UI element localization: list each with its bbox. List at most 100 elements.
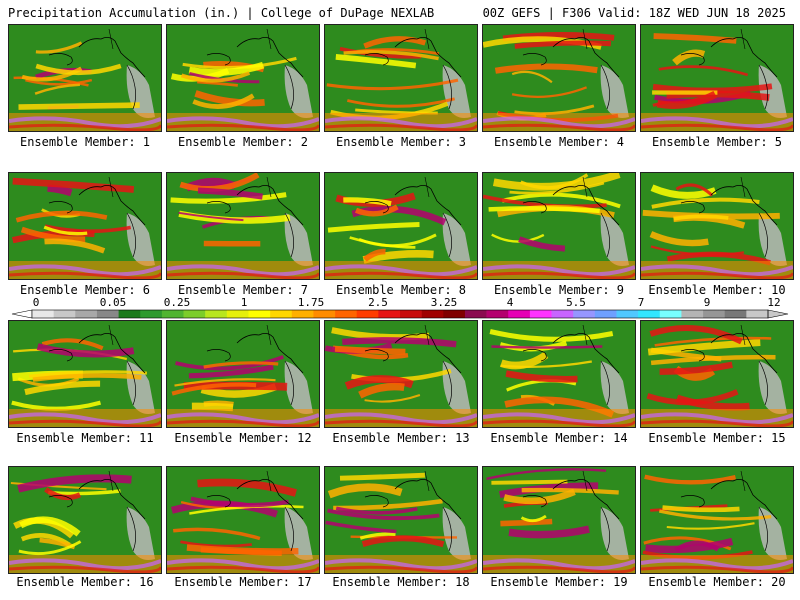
precip-map: [483, 321, 635, 427]
colorbar-tick-label: 7: [638, 296, 645, 309]
colorbar-swatch: [443, 310, 466, 318]
precip-map: [325, 25, 477, 131]
color-scale-legend: 0 0.05 0.25 1 1.75 2.5 3.25 4 5.5 7 9 12: [11, 296, 789, 319]
precip-map: [325, 173, 477, 279]
colorbar-swatch: [205, 310, 228, 318]
ensemble-member-label: Ensemble Member: 8: [335, 283, 467, 297]
precip-map: [641, 321, 793, 427]
precip-map: [325, 467, 477, 573]
colorbar-tick-label: 2.5: [368, 296, 388, 309]
ensemble-map-panel: [482, 172, 636, 280]
colorbar-swatch: [529, 310, 552, 318]
precip-map: [167, 321, 319, 427]
precip-map: [167, 25, 319, 131]
ensemble-member-label: Ensemble Member: 9: [493, 283, 625, 297]
colorbar-swatch: [53, 310, 76, 318]
ensemble-map-panel: [482, 320, 636, 428]
ensemble-member-label: Ensemble Member: 12: [174, 431, 312, 445]
ensemble-member-label: Ensemble Member: 14: [490, 431, 628, 445]
ensemble-member-label: Ensemble Member: 1: [19, 135, 151, 149]
colorbar-tick-label: 0.25: [164, 296, 191, 309]
ensemble-map-panel: [8, 466, 162, 574]
ensemble-member-label: Ensemble Member: 11: [16, 431, 154, 445]
colorbar-swatch: [551, 310, 574, 318]
ensemble-map-panel: [166, 24, 320, 132]
colorbar-swatch: [118, 310, 141, 318]
page-title: Precipitation Accumulation (in.) | Colle…: [8, 6, 435, 20]
ensemble-map-panel: [324, 466, 478, 574]
ensemble-member-label: Ensemble Member: 16: [16, 575, 154, 589]
ensemble-map-panel: [166, 466, 320, 574]
ensemble-member-label: Ensemble Member: 5: [651, 135, 783, 149]
ensemble-map-panel: [324, 172, 478, 280]
colorbar-swatch: [161, 310, 184, 318]
precip-map: [9, 321, 161, 427]
colorbar-swatch: [508, 310, 531, 318]
colorbar-swatch: [226, 310, 249, 318]
colorbar-swatch: [594, 310, 617, 318]
precip-map: [641, 25, 793, 131]
colorbar-swatch: [335, 310, 358, 318]
ensemble-map-panel: [640, 466, 794, 574]
colorbar-tick-label: 9: [704, 296, 711, 309]
precip-map: [325, 321, 477, 427]
colorbar-swatch: [421, 310, 444, 318]
colorbar-tick-label: 1: [241, 296, 248, 309]
precip-map: [641, 173, 793, 279]
colorbar-swatch: [616, 310, 639, 318]
colorbar-swatch: [681, 310, 704, 318]
colorbar-swatch: [75, 310, 98, 318]
precip-map: [167, 467, 319, 573]
ensemble-map-panel: [482, 466, 636, 574]
colorbar-tick-label: 1.75: [298, 296, 325, 309]
colorbar-swatch: [400, 310, 422, 318]
ensemble-map-panel: [166, 320, 320, 428]
colorbar-tick-label: 4: [507, 296, 514, 309]
colorbar-tick-label: 0: [33, 296, 40, 309]
model-run-info: 00Z GEFS | F306 Valid: 18Z WED JUN 18 20…: [482, 6, 786, 20]
ensemble-map-panel: [324, 320, 478, 428]
precip-map: [9, 467, 161, 573]
ensemble-member-label: Ensemble Member: 18: [332, 575, 470, 589]
ensemble-member-label: Ensemble Member: 10: [648, 283, 786, 297]
precip-map: [9, 173, 161, 279]
colorbar-max-arrow: [767, 309, 789, 319]
ensemble-map-panel: [8, 24, 162, 132]
colorbar-tick-label: 0.05: [100, 296, 127, 309]
ensemble-member-label: Ensemble Member: 6: [19, 283, 151, 297]
colorbar-swatch: [356, 310, 379, 318]
colorbar-swatch: [313, 310, 336, 318]
colorbar-swatch: [573, 310, 596, 318]
precip-map: [641, 467, 793, 573]
ensemble-member-label: Ensemble Member: 15: [648, 431, 786, 445]
colorbar-swatch: [291, 310, 314, 318]
ensemble-member-label: Ensemble Member: 4: [493, 135, 625, 149]
colorbar-swatch: [486, 310, 509, 318]
precip-map: [167, 173, 319, 279]
colorbar-swatch: [183, 310, 206, 318]
colorbar-swatch: [270, 310, 293, 318]
ensemble-member-label: Ensemble Member: 7: [177, 283, 309, 297]
colorbar-swatch: [378, 310, 401, 318]
ensemble-member-label: Ensemble Member: 20: [648, 575, 786, 589]
ensemble-member-label: Ensemble Member: 3: [335, 135, 467, 149]
colorbar-swatch: [638, 310, 661, 318]
ensemble-map-panel: [640, 320, 794, 428]
colorbar-tick-label: 5.5: [566, 296, 586, 309]
colorbar-swatch: [464, 310, 487, 318]
colorbar-tick-label: 12: [767, 296, 780, 309]
ensemble-map-panel: [640, 172, 794, 280]
ensemble-member-label: Ensemble Member: 2: [177, 135, 309, 149]
colorbar-swatch: [96, 310, 119, 318]
precip-map: [483, 173, 635, 279]
colorbar-swatch: [724, 310, 747, 318]
colorbar-swatch: [703, 310, 726, 318]
precip-map: [483, 25, 635, 131]
ensemble-map-panel: [640, 24, 794, 132]
colorbar-tick-label: 3.25: [431, 296, 458, 309]
ensemble-member-label: Ensemble Member: 13: [332, 431, 470, 445]
ensemble-map-panel: [8, 172, 162, 280]
ensemble-map-panel: [482, 24, 636, 132]
colorbar-swatch: [32, 310, 54, 318]
colorbar-swatch: [746, 310, 769, 318]
